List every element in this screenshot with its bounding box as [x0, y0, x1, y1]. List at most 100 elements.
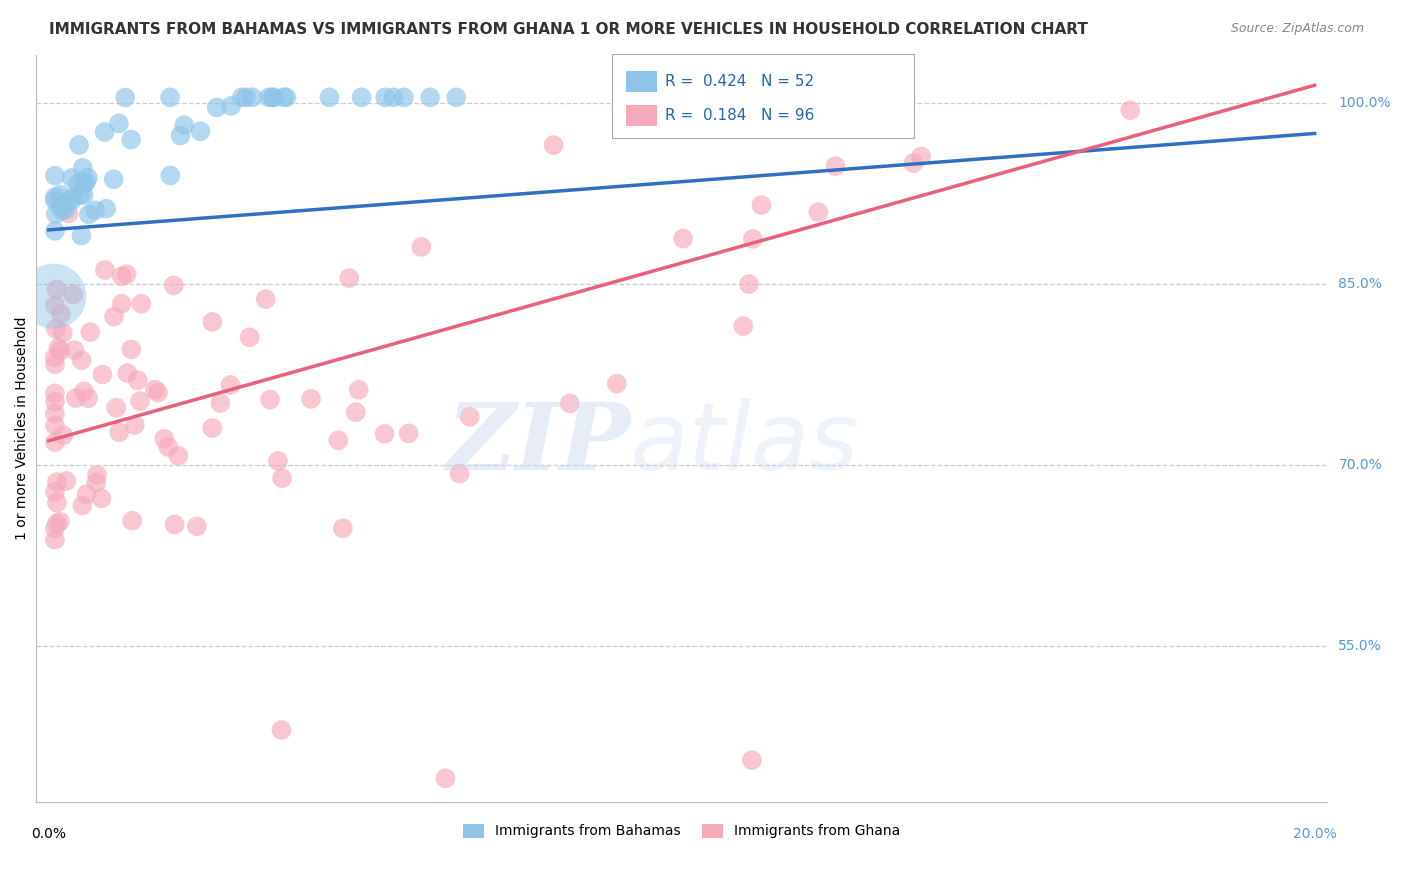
Point — [44, 484, 66, 499]
Point — [44, 435, 66, 450]
Point — [117, 366, 139, 380]
Point — [105, 401, 128, 415]
Point — [157, 440, 180, 454]
Point — [103, 172, 125, 186]
Point — [44, 298, 66, 312]
Point — [48, 341, 70, 355]
Point — [209, 396, 232, 410]
Point — [44, 407, 66, 421]
Point — [1119, 103, 1142, 118]
Point — [77, 392, 100, 406]
Point — [318, 90, 340, 104]
Point — [434, 771, 457, 785]
Point — [44, 522, 66, 536]
Point — [96, 202, 118, 216]
Point — [49, 343, 72, 358]
Point — [62, 287, 84, 301]
Point — [159, 90, 181, 104]
Point — [90, 491, 112, 506]
Point — [111, 297, 134, 311]
Point — [70, 353, 93, 368]
Point — [114, 90, 136, 104]
Point — [45, 475, 67, 489]
Point — [44, 357, 66, 371]
Point — [76, 170, 98, 185]
Point — [131, 296, 153, 310]
Point — [73, 188, 96, 202]
Point — [262, 90, 284, 104]
Point — [458, 409, 481, 424]
Point — [169, 128, 191, 143]
Point — [254, 292, 277, 306]
Point — [42, 289, 65, 303]
Point — [91, 368, 114, 382]
Text: 20.0%: 20.0% — [1292, 827, 1337, 841]
Point — [67, 138, 90, 153]
Point — [824, 159, 846, 173]
Point — [77, 207, 100, 221]
Point — [239, 330, 262, 344]
Point — [242, 90, 264, 104]
Point — [273, 90, 295, 104]
Point — [163, 278, 186, 293]
Point — [45, 516, 67, 531]
Point — [738, 277, 761, 292]
Point — [143, 383, 166, 397]
Point — [84, 475, 107, 490]
Point — [65, 391, 87, 405]
Point — [332, 521, 354, 535]
Point — [44, 418, 66, 433]
Point — [103, 310, 125, 324]
Point — [543, 138, 565, 153]
Point — [868, 90, 890, 104]
Point — [111, 269, 134, 284]
Point — [55, 202, 77, 217]
Point — [733, 319, 755, 334]
Point — [52, 428, 75, 442]
Point — [276, 90, 298, 104]
Point — [44, 386, 66, 401]
Point — [257, 90, 280, 104]
Point — [299, 392, 322, 406]
Point — [328, 434, 350, 448]
Point — [344, 405, 367, 419]
Point — [163, 517, 186, 532]
Point — [219, 378, 242, 392]
Point — [741, 232, 763, 246]
Point — [120, 133, 142, 147]
Point — [73, 384, 96, 399]
Text: ZIP: ZIP — [446, 399, 630, 489]
Point — [62, 190, 84, 204]
Point — [45, 282, 67, 296]
Point — [72, 499, 94, 513]
Point — [44, 394, 66, 409]
Point — [44, 194, 66, 208]
Point — [392, 90, 415, 104]
Point — [267, 454, 290, 468]
Point — [159, 169, 181, 183]
Point — [259, 392, 281, 407]
Point — [910, 149, 932, 163]
Point — [190, 124, 212, 138]
Point — [44, 224, 66, 238]
Point — [374, 90, 396, 104]
Point — [398, 426, 420, 441]
Point — [52, 326, 75, 340]
Point — [751, 198, 773, 212]
Point — [337, 271, 360, 285]
Point — [75, 175, 97, 189]
Text: 100.0%: 100.0% — [1339, 96, 1391, 111]
Point — [76, 487, 98, 501]
Point — [270, 723, 292, 737]
Point — [201, 421, 224, 435]
Point — [44, 169, 66, 183]
Point — [49, 187, 72, 202]
Point — [115, 267, 138, 281]
Point — [60, 193, 83, 207]
Point — [606, 376, 628, 391]
Point — [44, 533, 66, 547]
Point — [79, 325, 101, 339]
Point — [44, 351, 66, 365]
Point — [51, 203, 73, 218]
Point — [807, 205, 830, 219]
